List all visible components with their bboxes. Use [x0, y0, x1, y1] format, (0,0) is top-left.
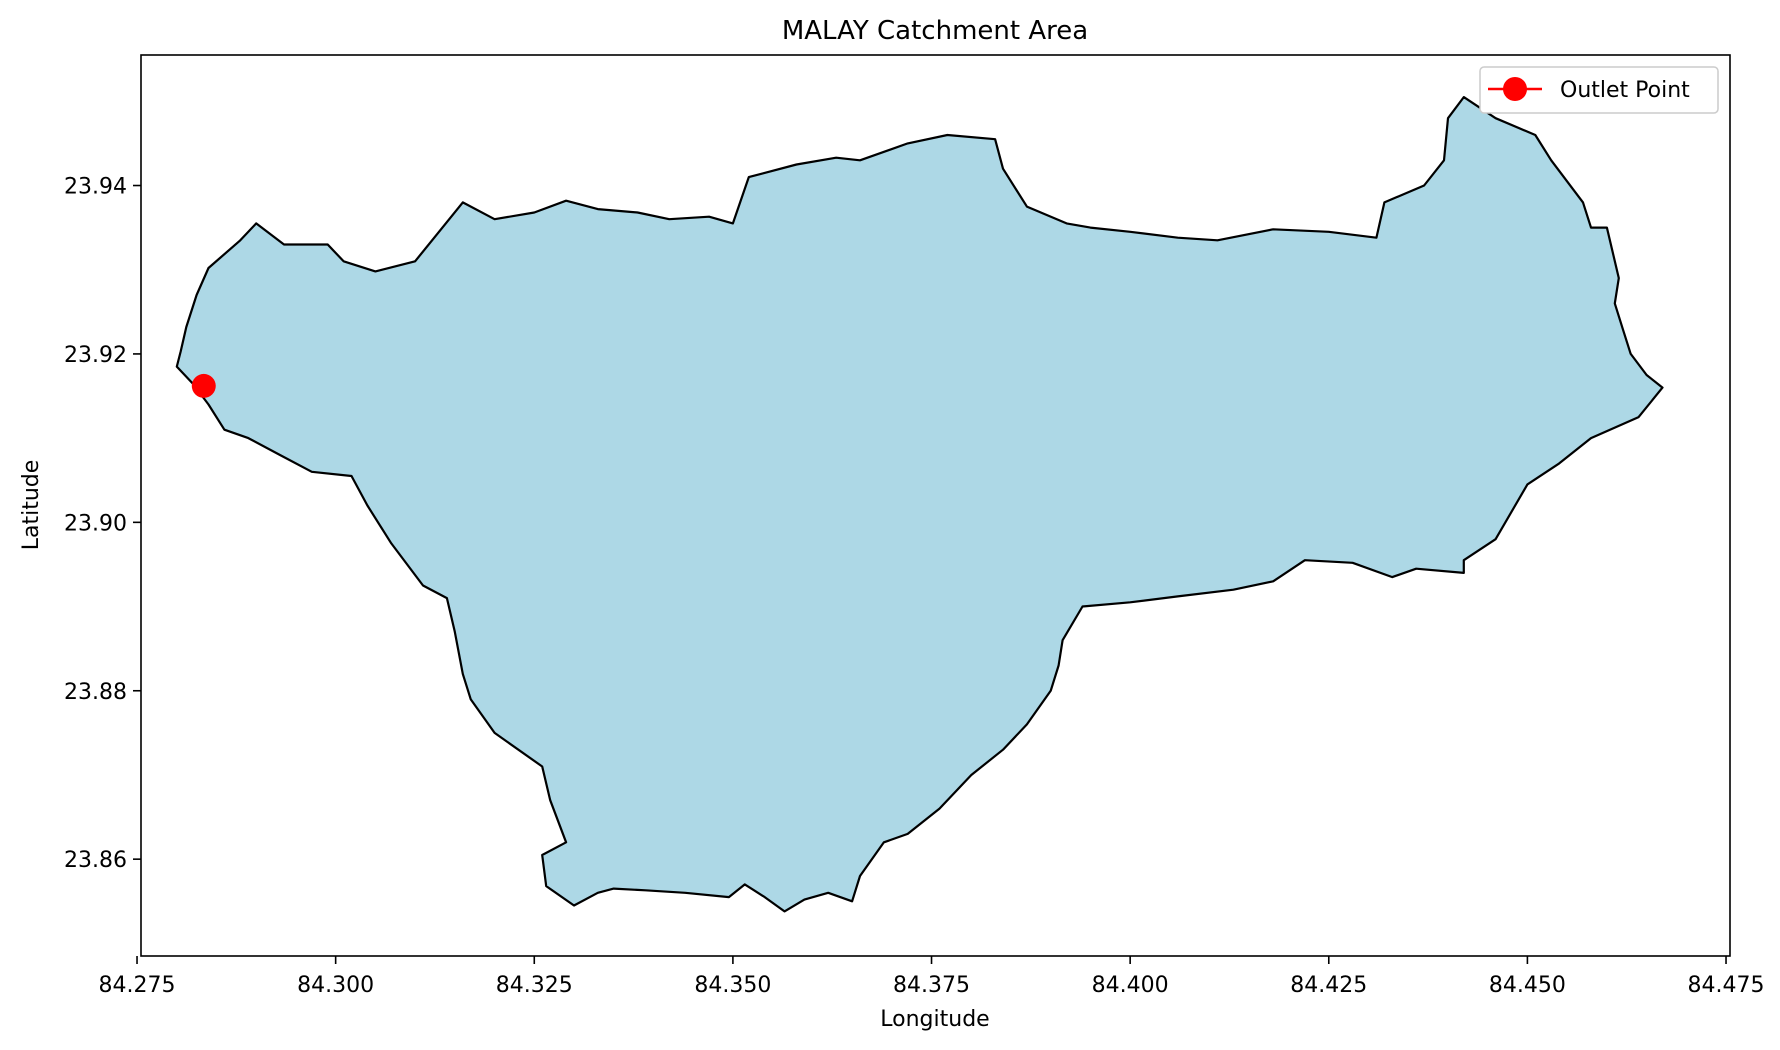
x-axis-ticks: 84.275 84.300 84.325 84.350 84.375 84.400 84.4… [99, 956, 1765, 998]
y-tick-label: 23.88 [64, 680, 127, 705]
y-tick-label: 23.92 [64, 343, 127, 368]
x-tick-label: 84.275 [99, 973, 176, 998]
x-tick-label: 84.375 [893, 973, 970, 998]
y-tick-label: 23.94 [64, 175, 127, 200]
x-tick-label: 84.400 [1092, 973, 1169, 998]
x-tick-label: 84.425 [1290, 973, 1367, 998]
legend-marker-swatch [1503, 77, 1527, 101]
x-tick-label: 84.475 [1688, 973, 1765, 998]
plot-area [175, 96, 1664, 913]
y-axis-label: Latitude [19, 460, 44, 551]
x-tick-label: 84.350 [694, 973, 771, 998]
y-tick-label: 23.86 [64, 848, 127, 873]
chart-title: MALAY Catchment Area [782, 16, 1088, 46]
y-axis-ticks: 23.86 23.88 23.90 23.92 23.94 [64, 175, 141, 873]
x-axis-label: Longitude [880, 1007, 989, 1032]
x-tick-label: 84.325 [496, 973, 573, 998]
x-tick-label: 84.450 [1489, 973, 1566, 998]
catchment-polygon [175, 96, 1664, 913]
x-tick-label: 84.300 [297, 973, 374, 998]
legend-box [1479, 66, 1719, 114]
outlet-point-marker [191, 373, 216, 398]
plot-frame [140, 54, 1731, 957]
markers-layer [191, 373, 216, 398]
legend: Outlet Point [1479, 66, 1719, 114]
legend-label-outlet-point: Outlet Point [1560, 78, 1690, 103]
y-tick-label: 23.90 [64, 511, 127, 536]
